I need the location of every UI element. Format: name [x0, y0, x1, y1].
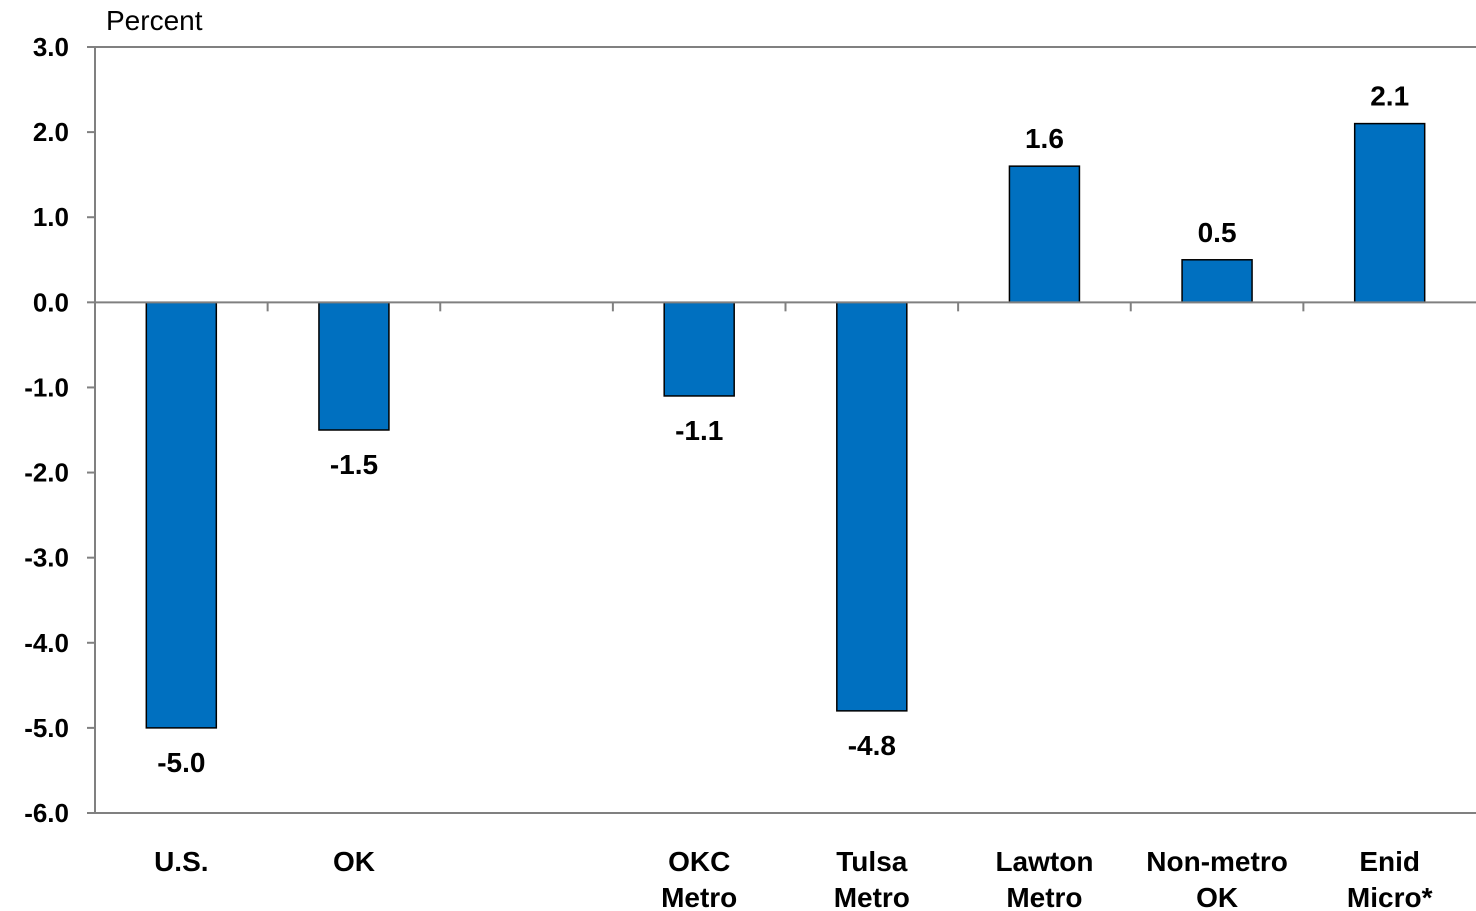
category-label: Enid Micro* [1347, 846, 1433, 911]
category-label-line: Lawton [995, 846, 1093, 877]
category-label-line: Enid [1359, 846, 1420, 877]
y-tick-label: -2.0 [24, 458, 69, 488]
y-tick-label: 3.0 [33, 32, 69, 62]
y-tick-label: 2.0 [33, 117, 69, 147]
bar [1181, 259, 1253, 304]
data-label: -1.5 [330, 449, 378, 480]
category-label-line: OK [333, 846, 375, 877]
category-label-line: Metro [834, 882, 910, 911]
data-label: 0.5 [1198, 217, 1237, 248]
y-tick-label: -4.0 [24, 628, 69, 658]
axes-layer [87, 46, 1476, 814]
category-label-line: Non-metro [1146, 846, 1288, 877]
category-label: OKC Metro [661, 846, 737, 911]
y-tick-label: -5.0 [24, 713, 69, 743]
bar [1353, 122, 1426, 304]
category-label-line: Metro [661, 882, 737, 911]
y-tick-label: -6.0 [24, 798, 69, 828]
category-label-line: U.S. [154, 846, 208, 877]
bar [1008, 165, 1081, 304]
y-tick-label: -3.0 [24, 543, 69, 573]
category-label: OK [333, 846, 375, 877]
category-label-line: Tulsa [836, 846, 907, 877]
data-label: 2.1 [1370, 81, 1409, 112]
category-label: Non-metro OK [1146, 846, 1288, 911]
category-label-line: Metro [1006, 882, 1082, 911]
category-label: U.S. [154, 846, 208, 877]
category-label-line: OK [1196, 882, 1238, 911]
category-label-line: OKC [668, 846, 730, 877]
bar [145, 301, 218, 729]
y-tick-label: -1.0 [24, 372, 69, 402]
bar [318, 301, 390, 431]
y-tick-label: 0.0 [33, 287, 69, 317]
y-axis-unit-label: Percent [106, 5, 203, 36]
data-label: 1.6 [1025, 123, 1064, 154]
category-label: Tulsa Metro [834, 846, 910, 911]
data-label: -4.8 [848, 730, 896, 761]
y-tick-label: 1.0 [33, 202, 69, 232]
bar [663, 301, 735, 397]
data-label: -1.1 [675, 415, 723, 446]
category-label-line: Micro* [1347, 882, 1433, 911]
bars-layer [145, 122, 1426, 729]
data-label: -5.0 [157, 747, 205, 778]
bar [836, 301, 908, 712]
category-label: Lawton Metro [995, 846, 1093, 911]
labels-layer: 3.0 2.0 1.0 0.0 -1.0 -2.0 -3.0 -4.0 -5.0 -6.0 -5.0… [24, 32, 1432, 911]
